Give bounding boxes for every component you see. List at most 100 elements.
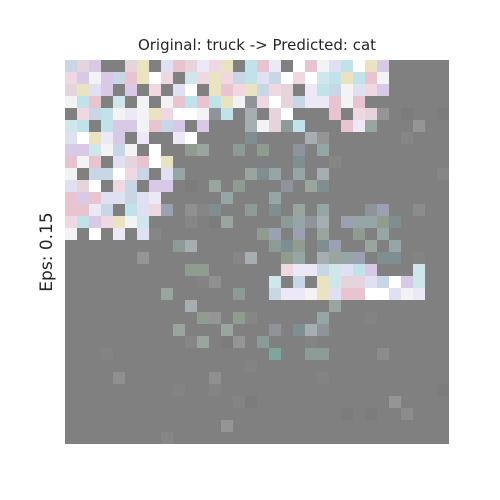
pixel [77, 144, 89, 156]
pixel [65, 144, 77, 156]
pixel [125, 168, 137, 180]
pixel [341, 276, 353, 288]
pixel [77, 204, 89, 216]
pixel [257, 72, 269, 84]
pixel [185, 60, 197, 72]
pixel [329, 276, 341, 288]
pixel [185, 180, 197, 192]
pixel [341, 288, 353, 300]
pixel [365, 240, 377, 252]
pixel [317, 312, 329, 324]
pixel [377, 348, 389, 360]
pixel [293, 216, 305, 228]
pixel [353, 276, 365, 288]
pixel [185, 204, 197, 216]
pixel [113, 192, 125, 204]
pixel [353, 288, 365, 300]
pixel [341, 72, 353, 84]
pixel [113, 372, 125, 384]
pixel [329, 288, 341, 300]
pixel [317, 180, 329, 192]
pixel [185, 108, 197, 120]
pixel [305, 336, 317, 348]
pixel [317, 60, 329, 72]
pixel [365, 84, 377, 96]
pixel [245, 72, 257, 84]
pixel [257, 168, 269, 180]
pixel [233, 180, 245, 192]
pixel [113, 228, 125, 240]
pixel [137, 204, 149, 216]
adversarial-image [65, 60, 449, 444]
pixel [413, 120, 425, 132]
pixel [89, 108, 101, 120]
pixel [293, 144, 305, 156]
pixel [281, 108, 293, 120]
pixel [197, 60, 209, 72]
pixel [377, 252, 389, 264]
pixel [125, 144, 137, 156]
pixel [161, 72, 173, 84]
pixel [233, 84, 245, 96]
pixel [413, 276, 425, 288]
pixel [329, 72, 341, 84]
pixel [305, 96, 317, 108]
pixel [305, 264, 317, 276]
pixel [329, 84, 341, 96]
pixel [245, 108, 257, 120]
pixel [365, 120, 377, 132]
pixel [281, 252, 293, 264]
pixel [125, 216, 137, 228]
pixel [173, 384, 185, 396]
pixel [233, 396, 245, 408]
pixel [293, 276, 305, 288]
pixel [89, 216, 101, 228]
pixel [65, 156, 77, 168]
pixel [173, 108, 185, 120]
pixel [161, 180, 173, 192]
pixel [77, 108, 89, 120]
pixel [293, 228, 305, 240]
pixel [317, 264, 329, 276]
pixel [377, 60, 389, 72]
pixel [353, 252, 365, 264]
pixel [113, 216, 125, 228]
pixel [161, 168, 173, 180]
pixel [257, 120, 269, 132]
pixel [389, 240, 401, 252]
pixel [365, 204, 377, 216]
pixel [101, 72, 113, 84]
pixel [65, 192, 77, 204]
pixel [77, 132, 89, 144]
pixel [389, 396, 401, 408]
pixel [113, 144, 125, 156]
pixel [245, 120, 257, 132]
pixel [401, 288, 413, 300]
pixel [293, 288, 305, 300]
pixel [209, 84, 221, 96]
pixel [113, 180, 125, 192]
pixel [293, 168, 305, 180]
pixel [293, 60, 305, 72]
pixel [353, 84, 365, 96]
pixel [173, 96, 185, 108]
pixel [281, 240, 293, 252]
pixel [65, 228, 77, 240]
pixel [185, 240, 197, 252]
pixel [77, 60, 89, 72]
pixel [329, 252, 341, 264]
pixel [125, 120, 137, 132]
pixel [113, 96, 125, 108]
pixel [161, 120, 173, 132]
pixel [221, 324, 233, 336]
pixel [149, 192, 161, 204]
pixel [197, 276, 209, 288]
pixel [173, 240, 185, 252]
pixel [137, 72, 149, 84]
pixel [317, 372, 329, 384]
pixel [137, 156, 149, 168]
pixel [281, 72, 293, 84]
pixel [101, 168, 113, 180]
pixel [257, 144, 269, 156]
